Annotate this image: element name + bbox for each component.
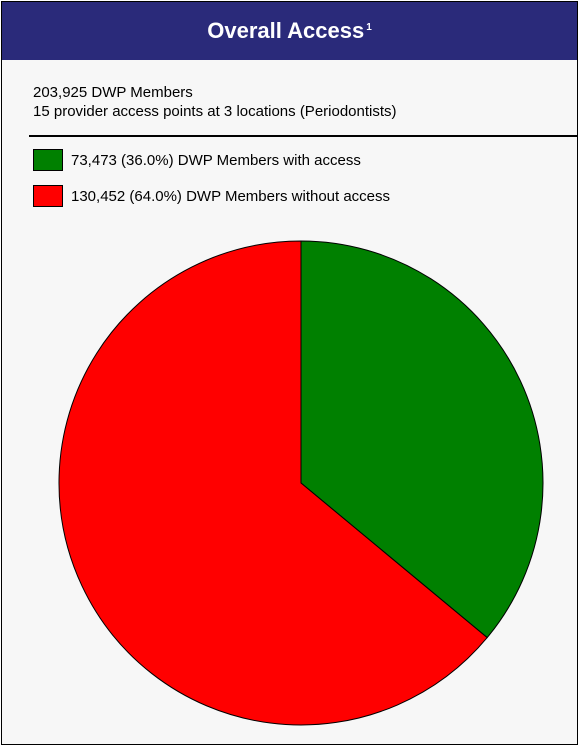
provider-count: 15 provider access points at 3 locations… bbox=[33, 103, 397, 120]
legend-label-without-access: 130,452 (64.0%) DWP Members without acce… bbox=[71, 187, 391, 205]
legend-item-with-access: 73,473 (36.0%) DWP Members with access bbox=[33, 149, 390, 171]
pie-slice-with-access bbox=[300, 240, 544, 639]
legend-swatch-without-access bbox=[33, 185, 63, 207]
divider bbox=[29, 135, 577, 137]
legend: 73,473 (36.0%) DWP Members with access 1… bbox=[33, 149, 390, 221]
title-footnote-marker: 1 bbox=[366, 21, 372, 33]
pie-slice-without-access bbox=[58, 240, 488, 726]
member-count: 203,925 DWP Members bbox=[33, 84, 193, 101]
title-bar: Overall Access 1 bbox=[2, 2, 577, 60]
legend-label-with-access: 73,473 (36.0%) DWP Members with access bbox=[71, 151, 361, 169]
summary-info: 203,925 DWP Members 15 provider access p… bbox=[33, 83, 397, 121]
chart-title: Overall Access bbox=[207, 18, 365, 43]
legend-swatch-with-access bbox=[33, 149, 63, 171]
legend-item-without-access: 130,452 (64.0%) DWP Members without acce… bbox=[33, 185, 390, 207]
